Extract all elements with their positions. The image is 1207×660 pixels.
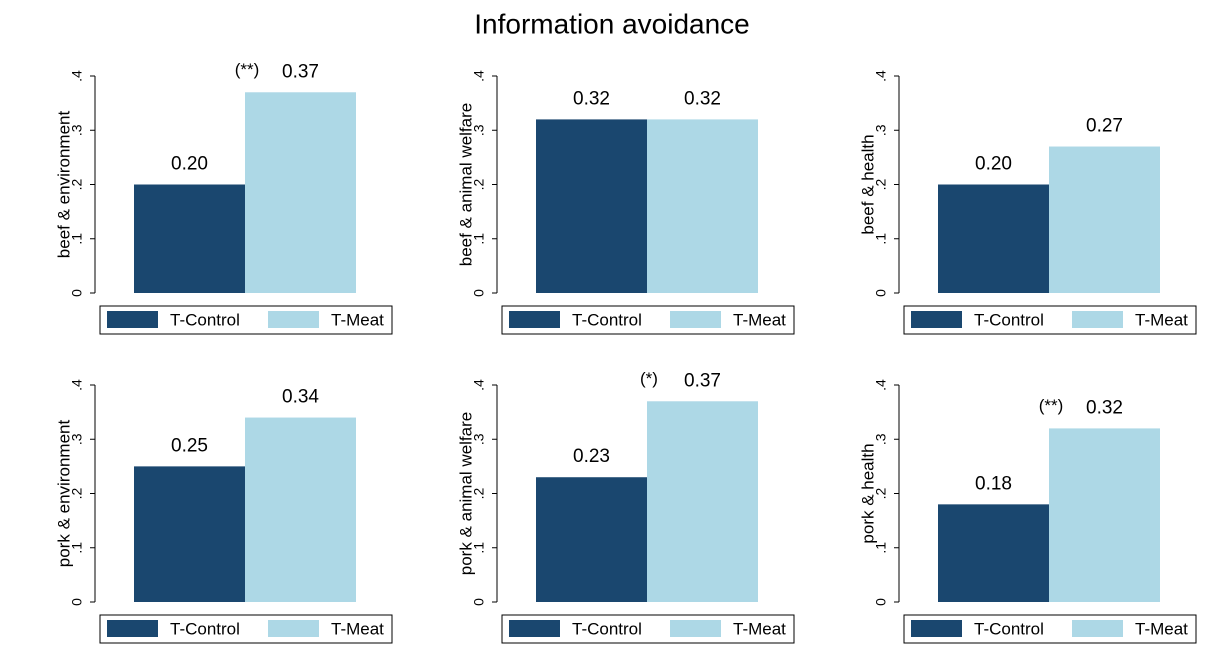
value-label: 0.20 bbox=[975, 154, 1012, 175]
legend-swatch bbox=[911, 311, 962, 328]
value-label: 0.34 bbox=[282, 387, 319, 408]
y-tick-label: .2 bbox=[471, 178, 487, 190]
bar bbox=[134, 466, 245, 602]
y-tick-label: 0 bbox=[471, 598, 487, 606]
y-tick-label: .4 bbox=[873, 379, 889, 391]
y-tick-label: .3 bbox=[873, 433, 889, 445]
legend-swatch bbox=[670, 311, 721, 328]
legend-swatch bbox=[107, 311, 158, 328]
value-label: 0.37 bbox=[684, 370, 721, 391]
legend-label: T-Control bbox=[974, 310, 1044, 329]
bar bbox=[647, 401, 758, 602]
y-axis-label: beef & environment bbox=[54, 111, 73, 259]
legend-label: T-Control bbox=[572, 619, 642, 638]
significance-annotation: (**) bbox=[1039, 396, 1064, 415]
legend-label: T-Control bbox=[170, 310, 240, 329]
y-tick-label: .3 bbox=[471, 124, 487, 136]
y-tick-label: .2 bbox=[873, 178, 889, 190]
y-tick-label: .4 bbox=[69, 70, 85, 82]
legend-label: T-Meat bbox=[1135, 619, 1188, 638]
y-tick-label: 0 bbox=[69, 598, 85, 606]
y-axis-label: pork & animal welfare bbox=[456, 412, 475, 575]
legend-swatch bbox=[268, 620, 319, 637]
bar bbox=[647, 119, 758, 294]
legend-label: T-Control bbox=[170, 619, 240, 638]
legend-swatch bbox=[107, 620, 158, 637]
value-label: 0.18 bbox=[975, 473, 1012, 494]
value-label: 0.32 bbox=[573, 88, 610, 109]
y-tick-label: .3 bbox=[873, 124, 889, 136]
bar bbox=[245, 417, 356, 602]
legend-label: T-Control bbox=[974, 619, 1044, 638]
legend-swatch bbox=[509, 620, 560, 637]
bar bbox=[245, 92, 356, 294]
y-axis-label: beef & health bbox=[858, 134, 877, 234]
value-label: 0.32 bbox=[684, 88, 721, 109]
y-tick-label: .3 bbox=[69, 124, 85, 136]
y-tick-label: 0 bbox=[873, 598, 889, 606]
y-tick-label: .4 bbox=[471, 70, 487, 82]
significance-annotation: (**) bbox=[235, 60, 260, 79]
y-tick-label: .1 bbox=[69, 233, 85, 245]
y-tick-label: .2 bbox=[471, 487, 487, 499]
legend-label: T-Meat bbox=[331, 619, 384, 638]
y-tick-label: 0 bbox=[69, 289, 85, 297]
y-tick-label: .2 bbox=[873, 487, 889, 499]
y-axis-label: pork & environment bbox=[54, 420, 73, 568]
legend-label: T-Control bbox=[572, 310, 642, 329]
value-label: 0.20 bbox=[171, 154, 208, 175]
legend-swatch bbox=[1072, 311, 1123, 328]
legend-label: T-Meat bbox=[733, 310, 786, 329]
y-tick-label: .1 bbox=[471, 542, 487, 554]
y-tick-label: .1 bbox=[69, 542, 85, 554]
bar bbox=[1049, 146, 1160, 293]
y-tick-label: .1 bbox=[873, 542, 889, 554]
value-label: 0.27 bbox=[1086, 116, 1123, 137]
value-label: 0.32 bbox=[1086, 397, 1123, 418]
y-tick-label: .4 bbox=[69, 379, 85, 391]
bar bbox=[1049, 428, 1160, 602]
bar bbox=[938, 184, 1049, 293]
y-axis-label: pork & health bbox=[858, 443, 877, 543]
legend-box bbox=[903, 305, 1197, 335]
y-tick-label: .1 bbox=[471, 233, 487, 245]
legend-label: T-Meat bbox=[733, 619, 786, 638]
value-label: 0.23 bbox=[573, 446, 610, 467]
y-tick-label: 0 bbox=[471, 289, 487, 297]
figure-title: Information avoidance bbox=[474, 8, 750, 39]
legend-swatch bbox=[911, 620, 962, 637]
significance-annotation: (*) bbox=[640, 369, 658, 388]
value-label: 0.37 bbox=[282, 61, 319, 82]
y-tick-label: .4 bbox=[873, 70, 889, 82]
legend-label: T-Meat bbox=[331, 310, 384, 329]
legend-swatch bbox=[670, 620, 721, 637]
bar bbox=[134, 184, 245, 293]
legend-swatch bbox=[509, 311, 560, 328]
bar bbox=[536, 119, 647, 294]
y-tick-label: .3 bbox=[69, 433, 85, 445]
bar bbox=[938, 504, 1049, 602]
y-tick-label: .2 bbox=[69, 487, 85, 499]
legend-swatch bbox=[268, 311, 319, 328]
y-tick-label: .4 bbox=[471, 379, 487, 391]
y-tick-label: .1 bbox=[873, 233, 889, 245]
legend-label: T-Meat bbox=[1135, 310, 1188, 329]
y-tick-label: .2 bbox=[69, 178, 85, 190]
value-label: 0.25 bbox=[171, 435, 208, 456]
y-axis-label: beef & animal welfare bbox=[456, 103, 475, 266]
legend-swatch bbox=[1072, 620, 1123, 637]
y-tick-label: 0 bbox=[873, 289, 889, 297]
y-tick-label: .3 bbox=[471, 433, 487, 445]
bar bbox=[536, 477, 647, 602]
